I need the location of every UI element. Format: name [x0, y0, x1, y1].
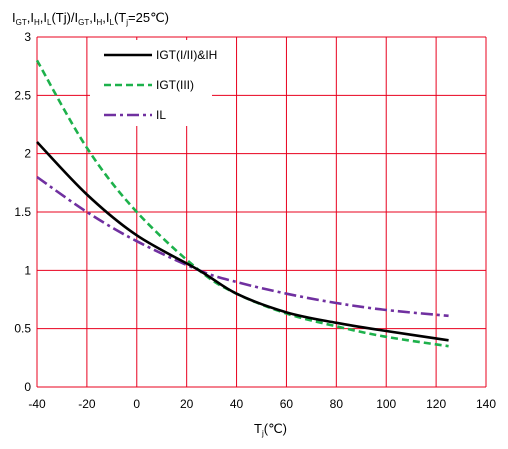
x-tick-label: -20 — [78, 397, 96, 411]
x-tick-label: 20 — [180, 397, 194, 411]
y-tick-label: 2 — [24, 147, 31, 161]
x-tick-label: 120 — [426, 397, 446, 411]
x-tick-label: 80 — [330, 397, 344, 411]
x-axis-title: Tj(℃) — [254, 421, 287, 438]
series-line-igt-i-ii-ih — [36, 141, 449, 342]
x-tick-label: 60 — [280, 397, 294, 411]
series-lines — [35, 59, 449, 348]
x-tick-label: 40 — [230, 397, 244, 411]
y-tick-label: 1.5 — [14, 205, 31, 219]
y-tick-label: 2.5 — [14, 88, 31, 102]
legend: IGT(I/II)&IH IGT(III) IL — [90, 40, 217, 126]
y-axis-title: IGT,IH,IL(Tj)/IGT,IH,IL(Tj=25℃) — [12, 10, 169, 27]
tick-labels: -40 -20 0 20 40 60 80 100 120 140 0 0.5 1 1.5 2 2.5 3 — [14, 30, 496, 411]
legend-label-igt-i-ii-ih: IGT(I/II)&IH — [156, 48, 217, 62]
x-tick-label: 0 — [133, 397, 140, 411]
x-tick-label: 140 — [476, 397, 496, 411]
y-tick-label: 0.5 — [14, 322, 31, 336]
y-tick-label: 0 — [24, 380, 31, 394]
legend-label-igt-iii: IGT(III) — [156, 78, 194, 92]
legend-label-il: IL — [156, 108, 166, 122]
y-tick-label: 1 — [24, 263, 31, 277]
y-tick-label: 3 — [24, 30, 31, 44]
x-tick-label: -40 — [28, 397, 46, 411]
grid — [36, 36, 487, 388]
series-line-il — [36, 175, 449, 318]
x-tick-label: 100 — [376, 397, 396, 411]
